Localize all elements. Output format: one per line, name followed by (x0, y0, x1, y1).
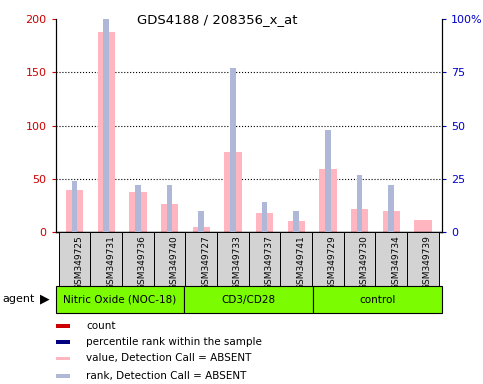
Text: ▶: ▶ (40, 292, 50, 305)
Bar (262, 202, 268, 232)
Bar (71, 181, 77, 232)
Bar (193, 227, 210, 232)
Text: GSM349730: GSM349730 (360, 235, 369, 290)
Bar (287, 220, 305, 232)
Bar (59, 232, 90, 286)
Bar (325, 130, 331, 232)
Text: value, Detection Call = ABSENT: value, Detection Call = ABSENT (86, 353, 251, 364)
Bar (224, 152, 242, 232)
Bar (90, 232, 122, 286)
Text: agent: agent (2, 294, 35, 304)
Bar (154, 232, 185, 286)
Text: GSM349729: GSM349729 (328, 235, 337, 290)
Bar (66, 190, 83, 232)
Bar (161, 204, 178, 232)
Bar (98, 32, 115, 232)
Bar (185, 232, 217, 286)
Bar (351, 209, 369, 232)
Bar (281, 232, 312, 286)
Text: percentile rank within the sample: percentile rank within the sample (86, 337, 262, 348)
Text: GSM349739: GSM349739 (423, 235, 432, 290)
Text: CD3/CD28: CD3/CD28 (222, 295, 276, 305)
Text: GSM349737: GSM349737 (265, 235, 273, 290)
Bar (122, 232, 154, 286)
Bar (230, 68, 236, 232)
Text: GDS4188 / 208356_x_at: GDS4188 / 208356_x_at (137, 13, 298, 26)
Text: GSM349725: GSM349725 (74, 235, 84, 290)
Bar (414, 220, 432, 232)
Text: GSM349727: GSM349727 (201, 235, 210, 290)
Text: control: control (359, 295, 396, 305)
Bar (199, 211, 204, 232)
Text: GSM349733: GSM349733 (233, 235, 242, 290)
Bar (407, 232, 439, 286)
Text: rank, Detection Call = ABSENT: rank, Detection Call = ABSENT (86, 371, 246, 381)
Bar (56, 341, 70, 344)
Text: Nitric Oxide (NOC-18): Nitric Oxide (NOC-18) (63, 295, 177, 305)
Bar (56, 286, 185, 313)
Text: GSM349736: GSM349736 (138, 235, 147, 290)
Bar (256, 213, 273, 232)
Bar (357, 175, 362, 232)
Text: GSM349734: GSM349734 (391, 235, 400, 290)
Bar (383, 211, 400, 232)
Bar (135, 185, 141, 232)
Bar (344, 232, 375, 286)
Bar (185, 286, 313, 313)
Bar (217, 232, 249, 286)
Bar (388, 185, 394, 232)
Text: GSM349740: GSM349740 (170, 235, 179, 290)
Bar (249, 232, 281, 286)
Bar (56, 324, 70, 328)
Bar (313, 286, 442, 313)
Bar (312, 232, 344, 286)
Bar (293, 211, 299, 232)
Bar (103, 0, 109, 232)
Text: GSM349741: GSM349741 (296, 235, 305, 290)
Text: count: count (86, 321, 115, 331)
Bar (56, 374, 70, 378)
Bar (319, 169, 337, 232)
Bar (129, 192, 147, 232)
Bar (56, 357, 70, 360)
Text: GSM349731: GSM349731 (106, 235, 115, 290)
Bar (167, 185, 172, 232)
Bar (375, 232, 407, 286)
